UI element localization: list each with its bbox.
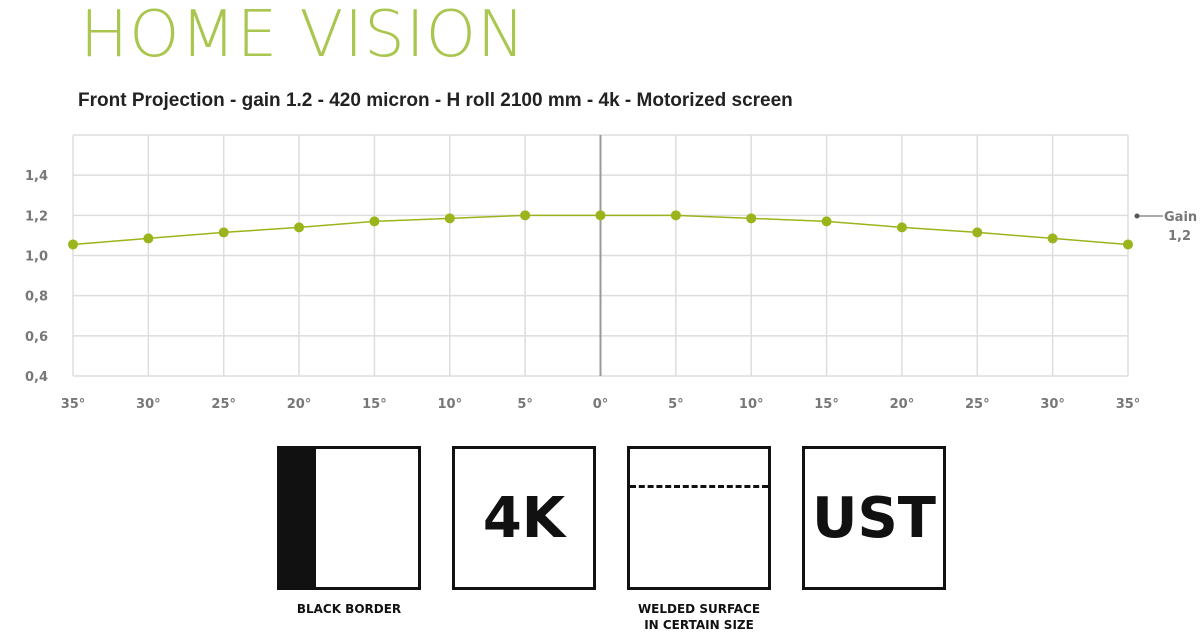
x-tick-label: 0°	[593, 397, 609, 412]
x-tick-label: 30°	[1040, 397, 1065, 412]
ust-icon: UST	[802, 446, 946, 590]
data-point	[595, 210, 606, 221]
black-border-bar	[280, 449, 316, 587]
welded-surface-icon	[627, 446, 771, 590]
x-tick-label: 25°	[211, 397, 236, 412]
x-tick-label: 20°	[890, 397, 915, 412]
x-tick-label: 35°	[61, 397, 86, 412]
x-tick-label: 35°	[1116, 397, 1141, 412]
x-tick-label: 10°	[739, 397, 764, 412]
data-point	[143, 233, 154, 244]
data-point	[218, 227, 229, 238]
x-tick-label: 25°	[965, 397, 990, 412]
data-point	[972, 227, 983, 238]
data-point	[670, 210, 681, 221]
y-tick-label: 0,8	[25, 290, 48, 305]
data-point	[444, 213, 455, 224]
data-point	[1047, 233, 1058, 244]
gain-chart: 35° 30° 25° 20° 15° 10° 5° 0° 5° 10° 15° 20° 25° 30° 3…	[25, 134, 1197, 412]
legend-value: 1,2	[1168, 229, 1191, 244]
data-point	[1123, 239, 1133, 250]
legend-label: Gain	[1164, 210, 1197, 225]
x-tick-label: 30°	[136, 397, 161, 412]
y-tick-label: 0,4	[25, 370, 48, 385]
data-point	[821, 216, 832, 227]
y-tick-label: 1,2	[25, 209, 48, 224]
welded-surface-label-2: IN CERTAIN SIZE	[644, 618, 754, 632]
x-tick-label: 10°	[437, 397, 462, 412]
x-tick-label: 15°	[362, 397, 387, 412]
4k-icon: 4K	[452, 446, 596, 590]
y-tick-label: 1,4	[25, 169, 48, 184]
data-point	[369, 216, 380, 227]
data-point	[746, 213, 757, 224]
x-tick-label: 15°	[814, 397, 839, 412]
data-point	[896, 222, 907, 233]
x-tick-label: 5°	[668, 397, 684, 412]
data-point	[68, 239, 78, 250]
black-border-label: BLACK BORDER	[296, 602, 402, 616]
weld-line	[630, 485, 768, 488]
brand-logo: HOME VISION	[80, 0, 526, 72]
data-point	[520, 210, 531, 221]
x-tick-label: 5°	[517, 397, 533, 412]
data-point	[294, 222, 305, 233]
x-tick-label: 20°	[287, 397, 312, 412]
black-border-icon	[277, 446, 421, 590]
welded-surface-label-1: WELDED SURFACE	[637, 602, 761, 616]
page-subtitle: Front Projection - gain 1.2 - 420 micron…	[78, 90, 793, 111]
y-tick-label: 0,6	[25, 330, 48, 345]
y-tick-label: 1,0	[25, 250, 48, 265]
